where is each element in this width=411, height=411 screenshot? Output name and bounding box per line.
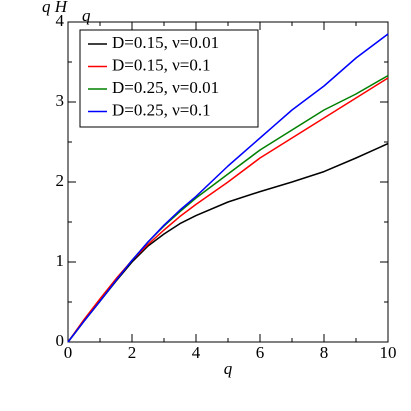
y-axis-label: q H	[42, 0, 69, 16]
legend-box	[79, 29, 259, 128]
line-series	[67, 33, 389, 343]
x-tick-label: 10	[380, 343, 397, 362]
x-tick-label: 8	[320, 343, 329, 362]
y-tick-label: 2	[56, 171, 65, 190]
x-axis-label: q	[224, 359, 233, 378]
line-series	[67, 77, 389, 343]
legend-label: D=0.25, ν=0.01	[112, 78, 219, 97]
x-tick-label: 6	[256, 343, 265, 362]
y-tick-label: 4	[56, 11, 65, 30]
x-tick-label: 2	[128, 343, 137, 362]
x-tick-label: 4	[192, 343, 201, 362]
y-tick-label: 3	[56, 91, 65, 110]
x-tick-label: 0	[64, 343, 73, 362]
y-tick-label: 1	[56, 251, 65, 270]
legend-label: D=0.15, ν=0.1	[112, 55, 211, 74]
y-axis-label-subscript: q	[82, 6, 91, 25]
y-tick-label: 0	[56, 331, 65, 350]
legend-label: D=0.15, ν=0.01	[112, 33, 219, 52]
legend-label: D=0.25, ν=0.1	[112, 100, 211, 119]
